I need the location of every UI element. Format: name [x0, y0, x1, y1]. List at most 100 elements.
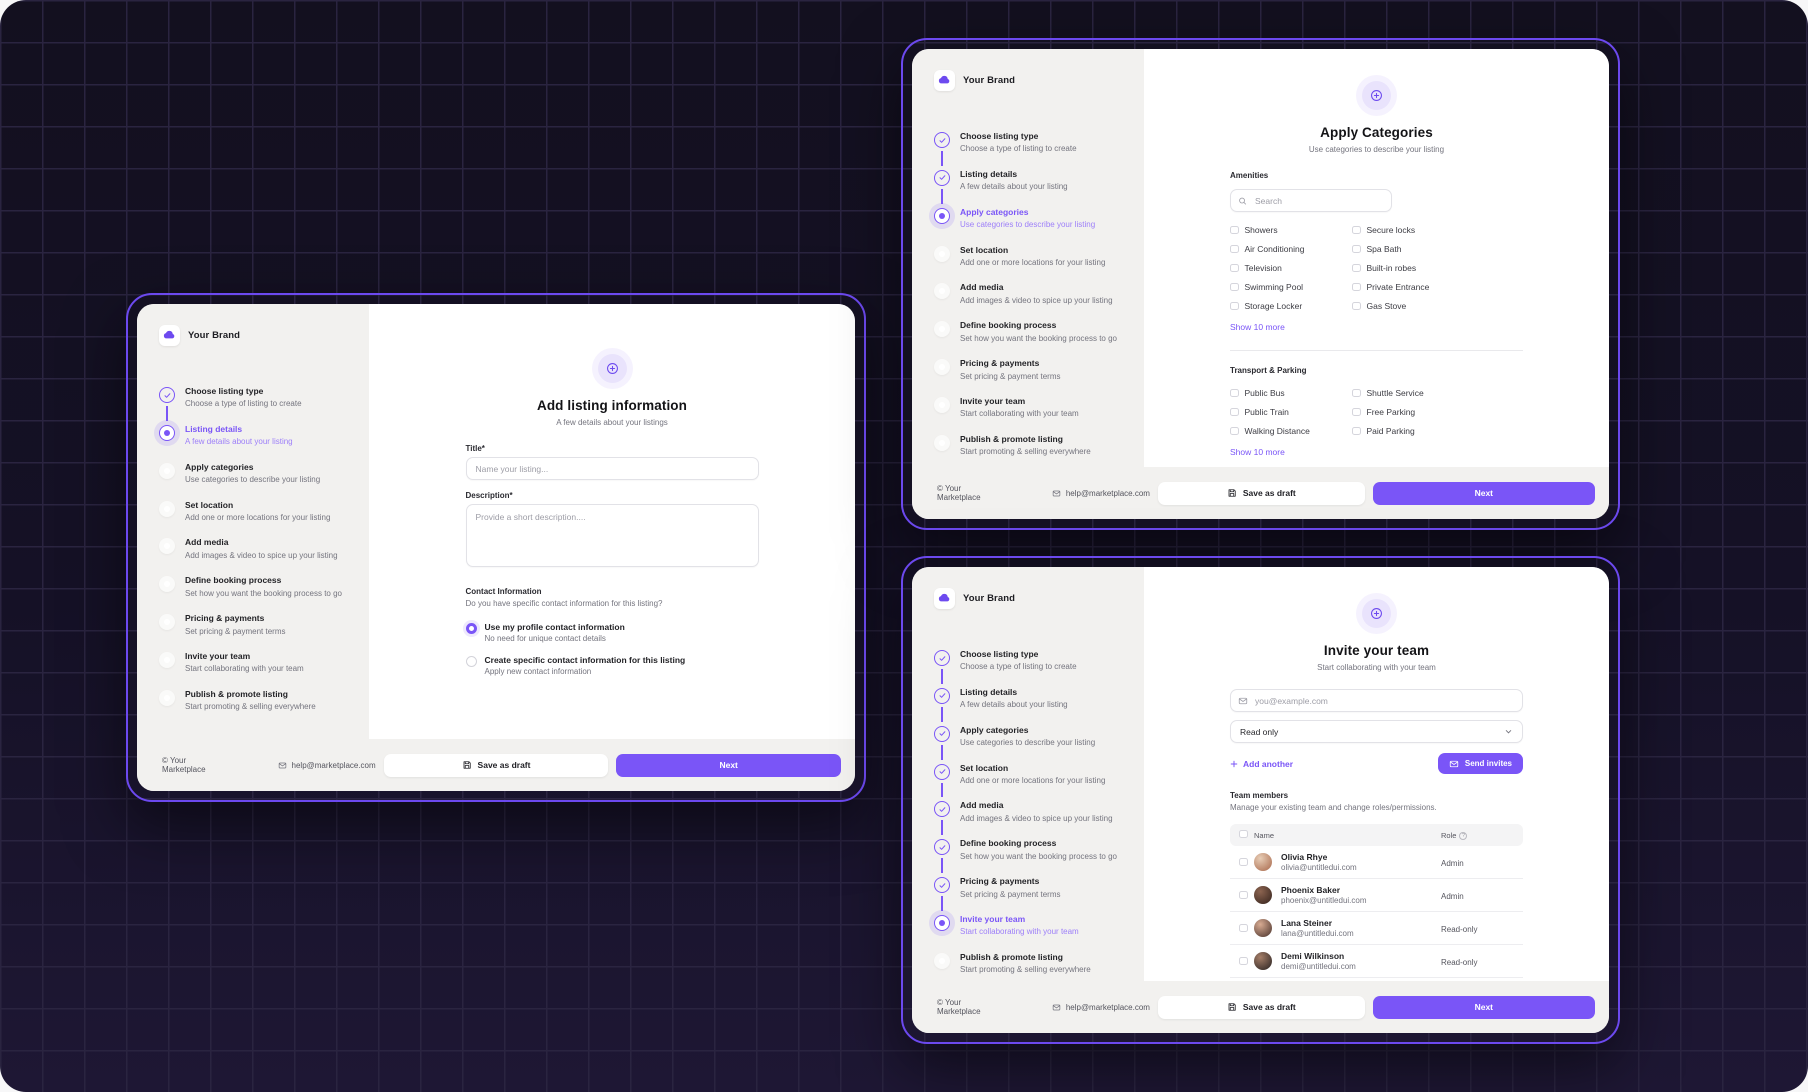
category-checkbox[interactable]: Free Parking — [1352, 407, 1523, 417]
checkbox-box[interactable] — [1352, 388, 1361, 398]
save-draft-button[interactable]: Save as draft — [1157, 481, 1365, 505]
checkbox-box[interactable] — [1352, 426, 1361, 436]
category-checkbox[interactable]: Shuttle Service — [1352, 388, 1523, 398]
save-draft-button[interactable]: Save as draft — [383, 753, 609, 777]
radio-profile-contact[interactable]: Use my profile contact information No ne… — [465, 622, 759, 643]
sidebar-step-2[interactable]: Listing details A few details about your … — [934, 169, 1122, 207]
sidebar: Your Brand Choose listing type Choose a t… — [912, 49, 1144, 467]
category-checkbox[interactable]: Built-in robes — [1352, 263, 1523, 273]
plus-icon — [1230, 760, 1238, 767]
checkbox-box[interactable] — [1230, 426, 1239, 436]
add-another-link[interactable]: Add another — [1230, 759, 1293, 769]
step-completed-icon — [934, 725, 950, 742]
row-checkbox[interactable] — [1239, 956, 1248, 966]
sidebar-step-9[interactable]: Publish & promote listing Start promoting… — [159, 689, 347, 727]
sidebar-step-8[interactable]: Invite your team Start collaborating with… — [934, 396, 1122, 434]
category-checkbox[interactable]: Storage Locker — [1230, 301, 1352, 311]
sidebar-step-3[interactable]: Apply categories Use categories to descri… — [159, 462, 347, 500]
plus-badge — [1362, 599, 1391, 628]
sidebar-step-7[interactable]: Pricing & payments Set pricing & payment … — [934, 358, 1122, 396]
category-checkbox[interactable]: Public Bus — [1230, 388, 1352, 398]
checkbox-box[interactable] — [1352, 225, 1361, 235]
next-button[interactable]: Next — [1372, 995, 1595, 1019]
row-checkbox[interactable] — [1239, 923, 1248, 933]
contact-info-question: Do you have specific contact information… — [465, 599, 663, 608]
category-checkbox[interactable]: Spa Bath — [1352, 244, 1523, 254]
radio-specific-contact[interactable]: Create specific contact information for … — [465, 655, 759, 676]
checkbox-box[interactable] — [1230, 244, 1239, 254]
sidebar-step-9[interactable]: Publish & promote listing Start promoting… — [934, 434, 1122, 467]
help-icon[interactable]: ? — [1459, 831, 1468, 840]
sidebar-step-1[interactable]: Choose listing type Choose a type of list… — [934, 131, 1122, 169]
sidebar-step-4[interactable]: Set location Add one or more locations fo… — [159, 500, 347, 538]
category-checkbox[interactable]: Gas Stove — [1352, 301, 1523, 311]
next-button[interactable]: Next — [1372, 481, 1595, 505]
step-description: Set pricing & payment terms — [960, 371, 1061, 381]
sidebar-step-5[interactable]: Add media Add images & video to spice up … — [934, 282, 1122, 320]
sidebar-step-6[interactable]: Define booking process Set how you want t… — [159, 575, 347, 613]
description-input[interactable] — [465, 504, 759, 567]
next-button[interactable]: Next — [616, 753, 841, 777]
checkbox-box[interactable] — [1352, 263, 1361, 273]
show-more-link[interactable]: Show 10 more — [1230, 322, 1285, 332]
category-checkbox[interactable]: Private Entrance — [1352, 282, 1523, 292]
title-input[interactable] — [465, 457, 759, 480]
sidebar-step-7[interactable]: Pricing & payments Set pricing & payment … — [159, 613, 347, 651]
sidebar-step-7[interactable]: Pricing & payments Set pricing & payment … — [934, 876, 1122, 914]
sidebar-step-8[interactable]: Invite your team Start collaborating with… — [934, 914, 1122, 952]
checkbox-box[interactable] — [1352, 301, 1361, 311]
sidebar-step-9[interactable]: Publish & promote listing Start promoting… — [934, 952, 1122, 981]
step-title: Invite your team — [960, 914, 1026, 925]
checkbox-box[interactable] — [1230, 282, 1239, 292]
save-draft-button[interactable]: Save as draft — [1157, 995, 1365, 1019]
member-email: demi@untitledui.com — [1281, 962, 1356, 972]
show-more-link[interactable]: Show 10 more — [1230, 447, 1285, 457]
step-title: Add media — [185, 537, 229, 548]
checkbox-box[interactable] — [1230, 407, 1239, 417]
sidebar-step-2[interactable]: Listing details A few details about your … — [159, 424, 347, 462]
category-checkbox[interactable]: Walking Distance — [1230, 426, 1352, 436]
member-role: Read-only — [1441, 925, 1478, 935]
role-select[interactable]: Read only — [1230, 720, 1523, 743]
category-checkbox[interactable]: Paid Parking — [1352, 426, 1523, 436]
sidebar-step-3[interactable]: Apply categories Use categories to descri… — [934, 207, 1122, 245]
category-checkbox[interactable]: Air Conditioning — [1230, 244, 1352, 254]
sidebar-step-1[interactable]: Choose listing type Choose a type of list… — [159, 386, 347, 424]
sidebar-step-3[interactable]: Apply categories Use categories to descri… — [934, 725, 1122, 763]
checkbox-box[interactable] — [1230, 388, 1239, 398]
sidebar-step-6[interactable]: Define booking process Set how you want t… — [934, 320, 1122, 358]
category-checkbox[interactable]: Swimming Pool — [1230, 282, 1352, 292]
checkbox-box[interactable] — [1230, 225, 1239, 235]
radio-selected-icon[interactable] — [465, 622, 477, 634]
sidebar-step-4[interactable]: Set location Add one or more locations fo… — [934, 763, 1122, 801]
sidebar-step-2[interactable]: Listing details A few details about your … — [934, 687, 1122, 725]
invite-email-input[interactable] — [1230, 689, 1523, 712]
category-checkbox[interactable]: Secure locks — [1352, 225, 1523, 235]
category-checkbox[interactable]: Public Train — [1230, 407, 1352, 417]
checkbox-box[interactable] — [1352, 407, 1361, 417]
checkbox-box[interactable] — [1230, 301, 1239, 311]
step-title: Invite your team — [185, 651, 251, 662]
sidebar-step-8[interactable]: Invite your team Start collaborating with… — [159, 651, 347, 689]
step-title: Publish & promote listing — [960, 433, 1063, 444]
amenities-search-input[interactable] — [1230, 189, 1392, 212]
checkbox-box[interactable] — [1230, 263, 1239, 273]
category-checkbox[interactable]: Showers — [1230, 225, 1352, 235]
step-completed-icon — [934, 801, 950, 818]
step-description: Add images & video to spice up your list… — [960, 813, 1113, 823]
sidebar-step-6[interactable]: Define booking process Set how you want t… — [934, 838, 1122, 876]
checkbox-box[interactable] — [1352, 282, 1361, 292]
page-title: Invite your team — [1323, 643, 1430, 658]
sidebar-step-1[interactable]: Choose listing type Choose a type of list… — [934, 649, 1122, 687]
checkbox-box[interactable] — [1352, 244, 1361, 254]
row-checkbox[interactable] — [1239, 857, 1248, 867]
sidebar-step-5[interactable]: Add media Add images & video to spice up … — [934, 800, 1122, 838]
sidebar-step-5[interactable]: Add media Add images & video to spice up … — [159, 537, 347, 575]
table-row: Lana Steiner lana@untitledui.com Read-only — [1230, 911, 1523, 946]
select-all-checkbox[interactable] — [1239, 829, 1248, 839]
radio-unselected-icon[interactable] — [465, 655, 477, 667]
sidebar-step-4[interactable]: Set location Add one or more locations fo… — [934, 245, 1122, 283]
row-checkbox[interactable] — [1239, 890, 1248, 900]
send-invites-button[interactable]: Send invites — [1437, 753, 1523, 774]
category-checkbox[interactable]: Television — [1230, 263, 1352, 273]
